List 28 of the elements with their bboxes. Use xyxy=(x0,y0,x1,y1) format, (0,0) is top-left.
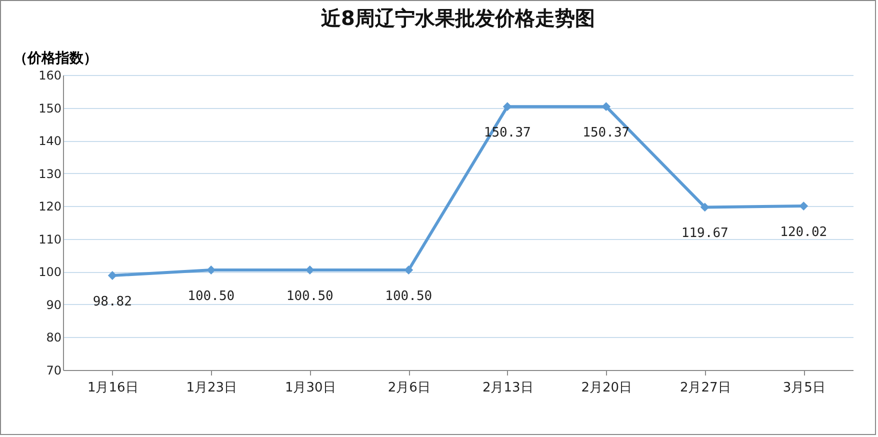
x-tick-label: 3月5日 xyxy=(782,380,826,396)
data-label: 98.82 xyxy=(92,294,132,310)
y-tick-label: 150 xyxy=(38,101,62,116)
y-tick-label: 140 xyxy=(38,134,62,148)
x-tick-label: 2月6日 xyxy=(388,380,430,396)
x-tick-label: 2月13日 xyxy=(482,380,534,396)
data-label: 100.50 xyxy=(188,289,235,304)
point xyxy=(108,271,117,280)
chart-title: 近8周辽宁水果批发价格走势图 xyxy=(320,6,595,30)
y-axis-title: （价格指数） xyxy=(14,50,98,66)
data-label: 150.37 xyxy=(582,126,630,141)
x-tick-label: 1月30日 xyxy=(284,380,336,396)
y-tick-label: 120 xyxy=(38,200,62,214)
data-label: 120.02 xyxy=(780,225,828,240)
y-tick-label: 130 xyxy=(38,166,62,181)
y-tick-label: 110 xyxy=(38,232,62,246)
x-tick-label: 1月16日 xyxy=(87,380,138,396)
y-tick-label: 70 xyxy=(46,364,62,378)
data-label: 100.50 xyxy=(286,289,334,304)
x-tick-label: 2月20日 xyxy=(581,380,632,396)
y-tick-label: 160 xyxy=(38,68,62,82)
x-tick-label: 2月27日 xyxy=(680,380,731,396)
x-tick-label: 1月23日 xyxy=(186,380,238,396)
data-label: 119.67 xyxy=(681,226,728,242)
y-tick-label: 100 xyxy=(38,265,62,280)
y-tick-label: 90 xyxy=(46,298,62,312)
y-tick-label: 80 xyxy=(46,330,62,345)
data-label: 100.50 xyxy=(385,289,432,304)
